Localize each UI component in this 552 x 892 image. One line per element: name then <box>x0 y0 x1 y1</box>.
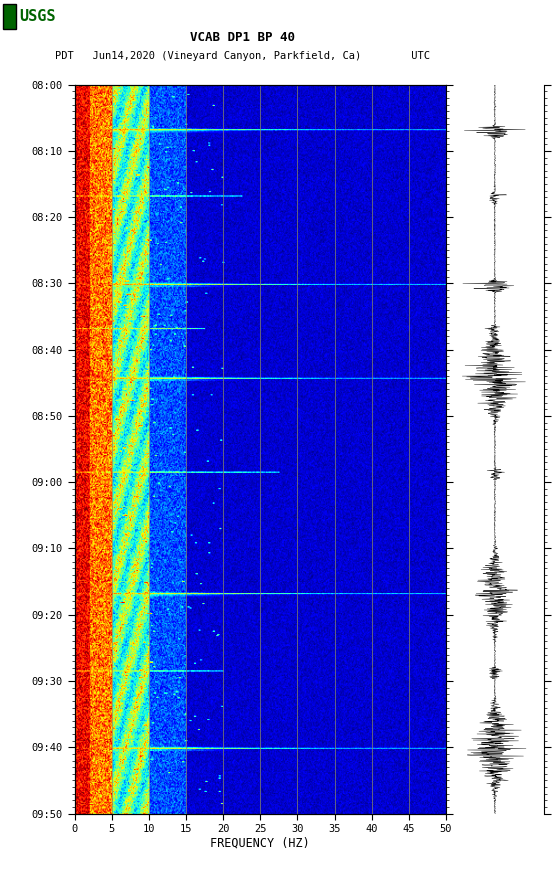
Text: PDT   Jun14,2020 (Vineyard Canyon, Parkfield, Ca)        UTC: PDT Jun14,2020 (Vineyard Canyon, Parkfie… <box>55 51 431 62</box>
FancyBboxPatch shape <box>3 4 16 29</box>
X-axis label: FREQUENCY (HZ): FREQUENCY (HZ) <box>210 837 310 850</box>
Text: VCAB DP1 BP 40: VCAB DP1 BP 40 <box>190 31 295 44</box>
Text: USGS: USGS <box>19 9 56 23</box>
